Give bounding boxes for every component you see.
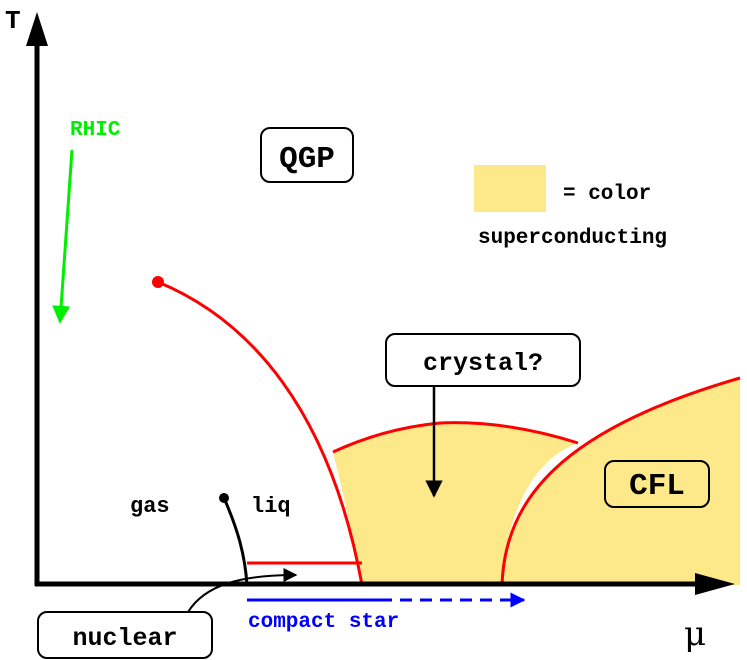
legend-text-line2: superconducting [478, 227, 667, 250]
nuclear-label: nuclear [72, 624, 177, 653]
rhic-arrow [52, 149, 74, 324]
liquid-gas-critical-point [219, 493, 229, 503]
qgp-hadron-boundary [157, 280, 364, 586]
x-axis-arrowhead [695, 573, 735, 595]
crystal-boundary [332, 421, 579, 454]
crystal-label: crystal? [423, 349, 543, 378]
crystal-box [385, 333, 581, 387]
rhic-label: RHIC [70, 119, 121, 142]
liq-label: liq [251, 494, 291, 519]
cfl-box [604, 460, 710, 508]
compact-star-label: compact star [248, 611, 399, 634]
cfl-boundary [500, 376, 741, 586]
gas-label: gas [130, 494, 170, 519]
cfl-label: CFL [629, 469, 685, 504]
liquid-gas-boundary [222, 497, 249, 586]
nuclear-arrow [187, 568, 298, 613]
nuclear-box [37, 611, 213, 659]
x-axis-label: μ [684, 614, 706, 654]
color-superconducting-region [333, 422, 578, 585]
qgp-label: QGP [279, 142, 335, 177]
legend-swatch [474, 165, 546, 212]
y-axis-arrowhead [26, 12, 48, 46]
legend-text-line1: = color [563, 183, 651, 206]
critical-point [152, 276, 164, 288]
y-axis-label: T [5, 6, 21, 36]
qgp-box [260, 127, 354, 183]
